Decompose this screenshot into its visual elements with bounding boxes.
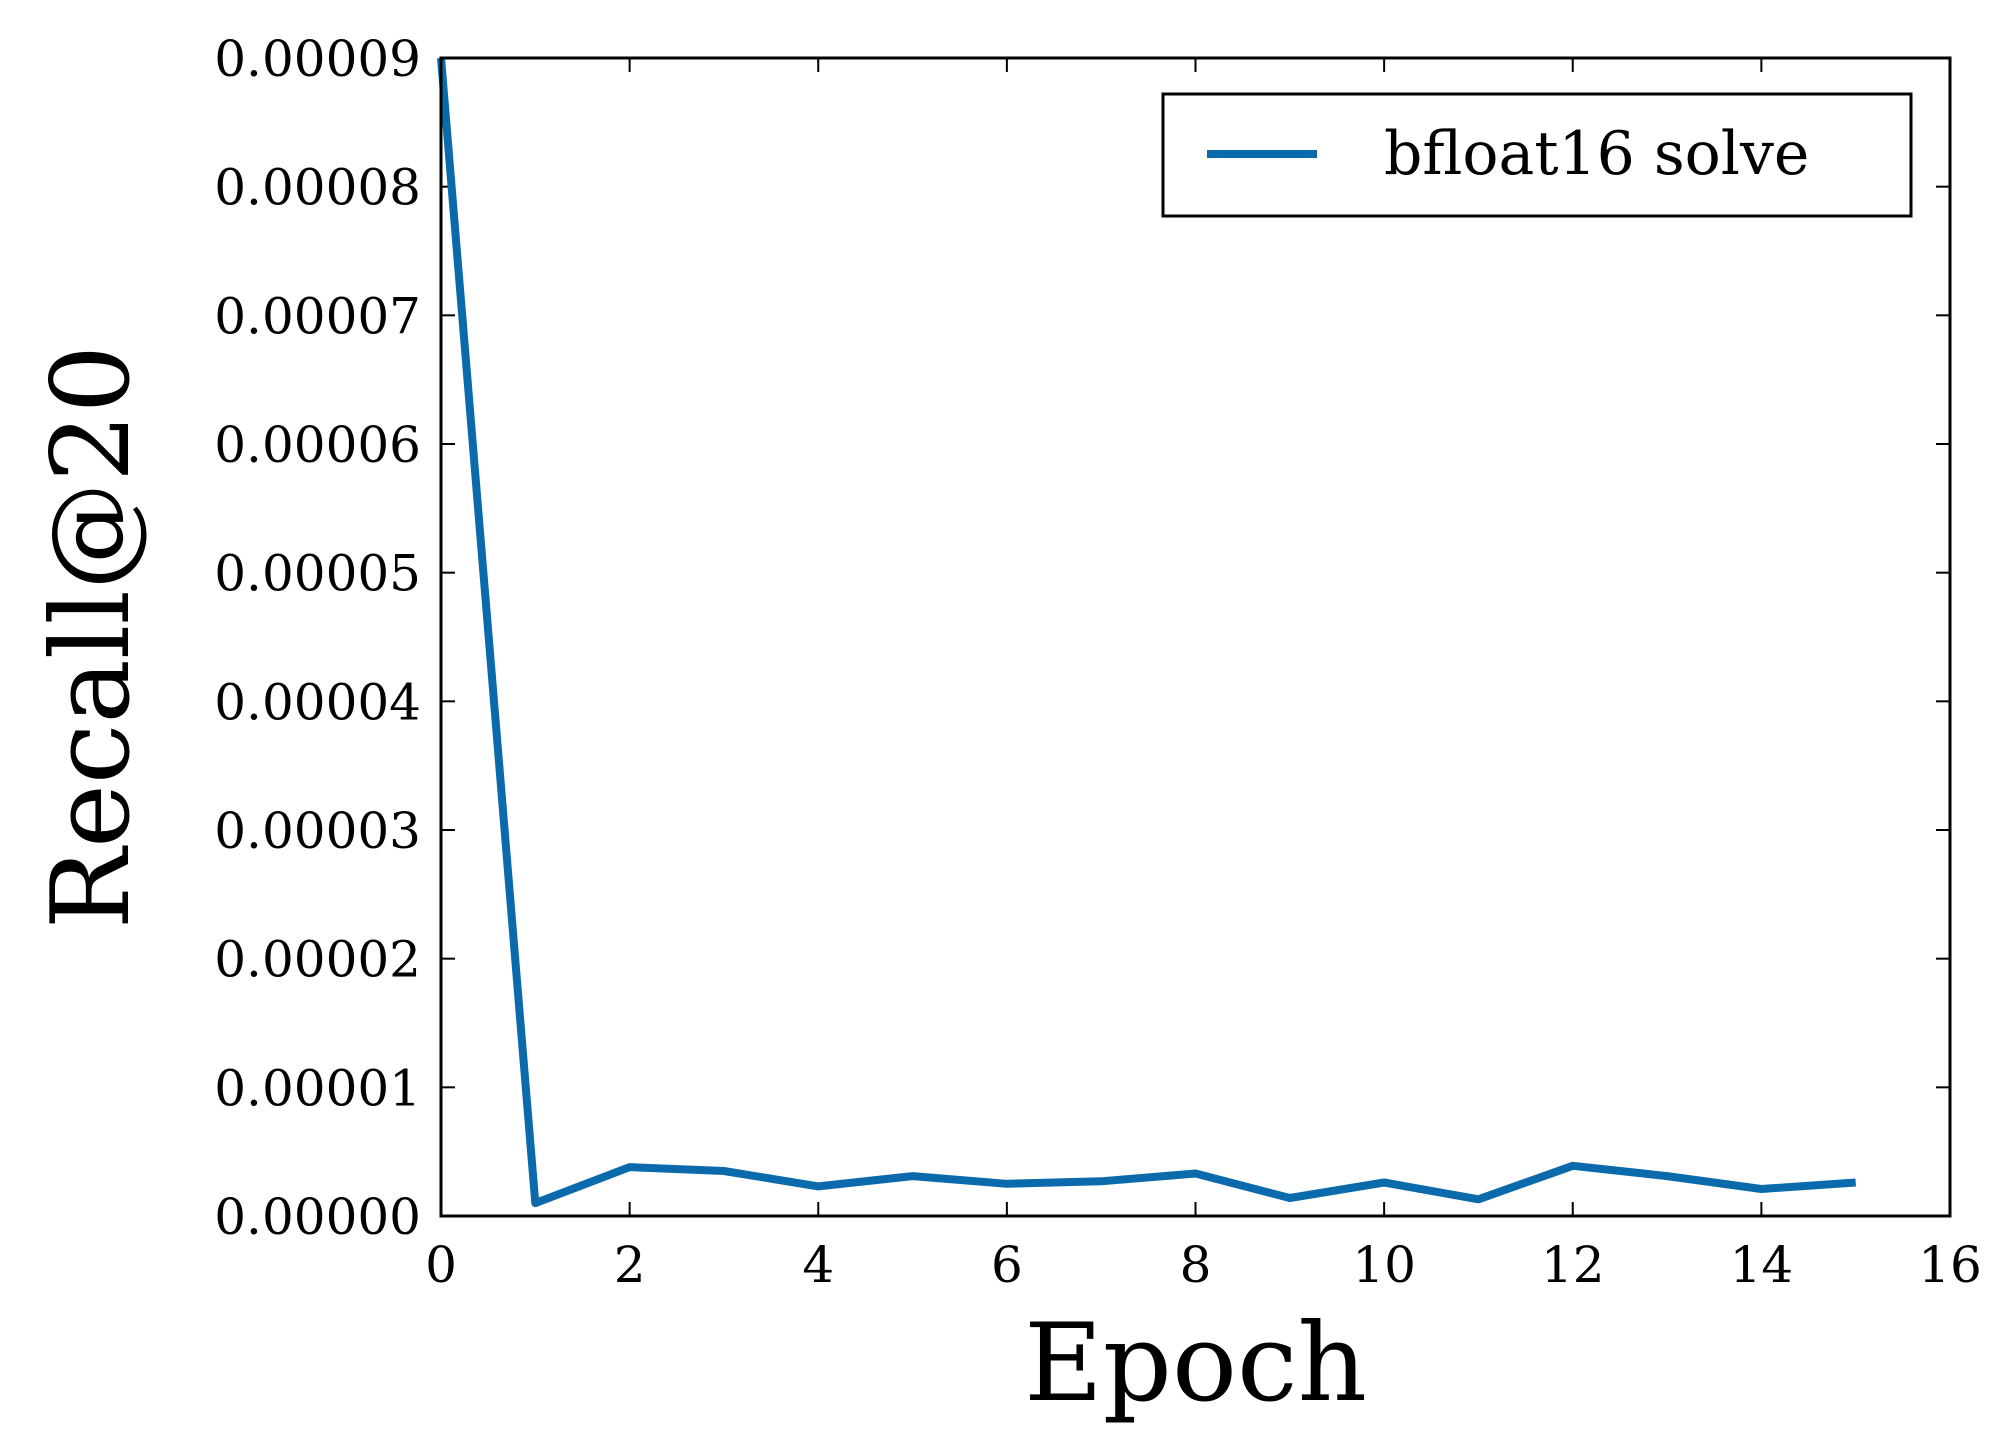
y-tick-label: 0.00006	[214, 416, 421, 474]
plot-frame	[439, 56, 1952, 1218]
y-tick-label: 0.00004	[214, 673, 421, 731]
x-tick-label: 12	[1541, 1236, 1605, 1294]
x-axis-title: Epoch	[1024, 1301, 1367, 1426]
x-tick-label: 16	[1918, 1236, 1982, 1294]
y-tick-label: 0.00001	[214, 1059, 421, 1117]
y-tick-label: 0.00009	[214, 30, 421, 88]
x-tick-label: 0	[425, 1236, 457, 1294]
x-tick-label: 4	[802, 1236, 834, 1294]
y-tick-label: 0.00005	[214, 545, 421, 603]
x-tick-label: 10	[1352, 1236, 1416, 1294]
legend: bfloat16 solve	[1161, 92, 1913, 218]
x-tick-labels: 0 2 4 6 8 10 12 14 16	[425, 1236, 1982, 1294]
y-tick-label: 0.00008	[214, 159, 421, 217]
series-lines	[437, 57, 1856, 1208]
y-tick-label: 0.00002	[214, 931, 421, 989]
y-tick-label: 0.00000	[214, 1188, 421, 1246]
legend-label: bfloat16 solve	[1384, 119, 1809, 189]
y-axis-title: Recall@20	[29, 345, 154, 930]
x-tick-label: 6	[991, 1236, 1023, 1294]
x-tick-label: 14	[1730, 1236, 1794, 1294]
y-tick-label: 0.00003	[214, 802, 421, 860]
x-tick-label: 2	[614, 1236, 646, 1294]
series-line	[437, 57, 1856, 1208]
y-tick-label: 0.00007	[214, 287, 421, 345]
y-tick-labels: 0.00000 0.00001 0.00002 0.00003 0.00004 0.000…	[214, 30, 421, 1246]
x-tick-label: 8	[1180, 1236, 1212, 1294]
